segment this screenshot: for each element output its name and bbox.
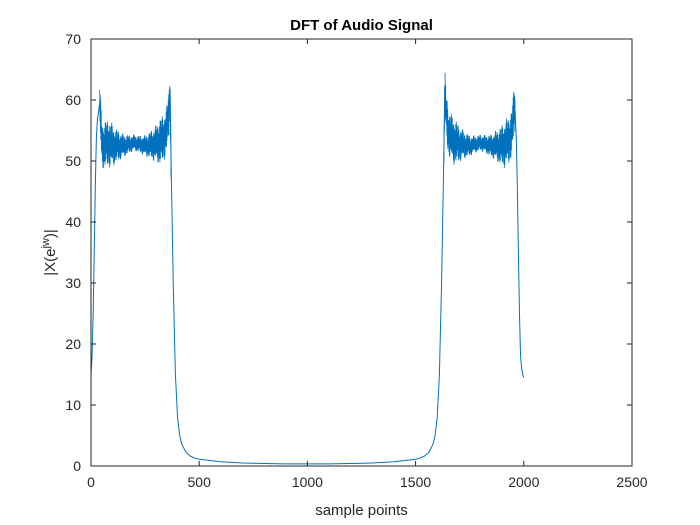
- y-axis-label: |X(ejw)|: [40, 229, 59, 276]
- x-tick-label: 2500: [616, 474, 647, 490]
- series-oscillation: [443, 72, 516, 169]
- x-tick-label: 2000: [508, 474, 539, 490]
- x-tick-label: 1000: [292, 474, 323, 490]
- y-label-sup: jw: [40, 238, 52, 249]
- y-tick-label: 60: [65, 92, 81, 108]
- y-label-pre: |X(e: [42, 249, 59, 276]
- y-tick-label: 0: [73, 458, 81, 474]
- x-axis-label: sample points: [315, 502, 408, 519]
- y-tick-label: 50: [65, 153, 81, 169]
- y-tick-label: 30: [65, 275, 81, 291]
- chart-title: DFT of Audio Signal: [290, 17, 433, 34]
- x-tick-label: 1500: [400, 474, 431, 490]
- x-tick-label: 0: [87, 474, 95, 490]
- series-oscillation: [99, 86, 172, 178]
- axes-box: [90, 38, 633, 467]
- y-tick-label: 20: [65, 336, 81, 352]
- y-tick-label: 10: [65, 397, 81, 413]
- y-tick-label: 70: [65, 31, 81, 47]
- x-tick-label: 500: [188, 474, 212, 490]
- y-label-post: )|: [42, 229, 59, 238]
- ticks-layer: 0 500 1000 1500 2000 2500 0 10 20 30 40 50 60 70: [65, 31, 647, 490]
- plot-area: [91, 39, 632, 466]
- y-tick-label: 40: [65, 214, 81, 230]
